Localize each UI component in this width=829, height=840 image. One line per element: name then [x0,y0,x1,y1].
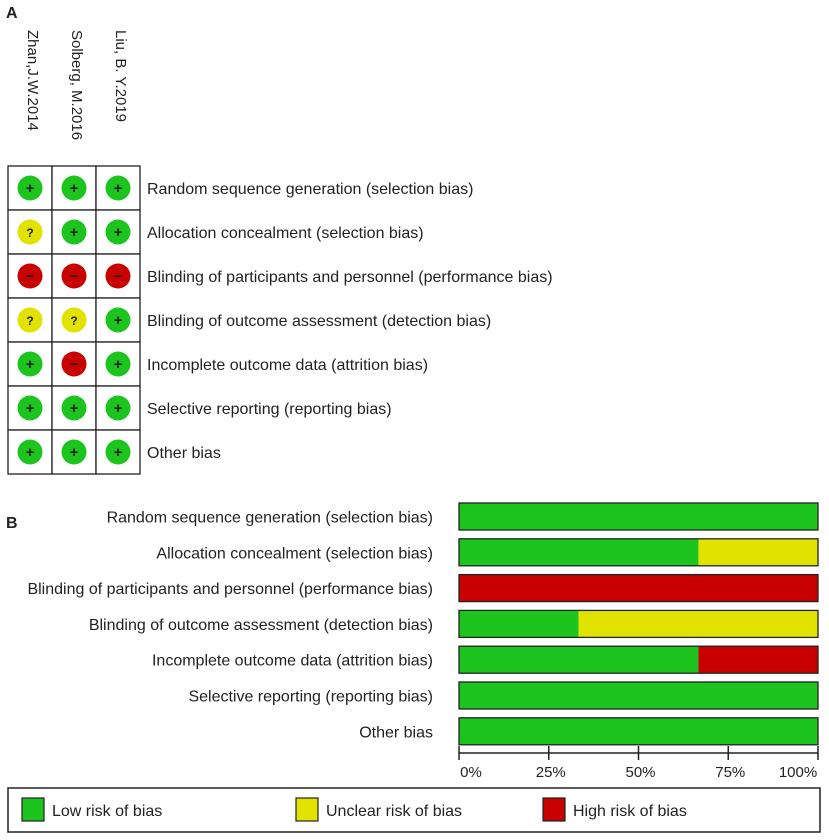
judgement-symbol: + [114,224,123,241]
domain-label: Blinding of outcome assessment (detectio… [147,313,491,330]
judgement-symbol: + [70,400,79,417]
legend-swatch-unclear [295,797,319,822]
domain-label: Selective reporting (reporting bias) [147,401,392,418]
judgement-symbol: + [26,444,35,461]
bar-segment-high [698,646,818,674]
panel-b-label: B [6,515,18,532]
category-label: Other bias [359,724,433,741]
judgement-symbol: ? [26,226,33,240]
legend-label: Unclear risk of bias [326,803,462,820]
judgement-symbol: + [26,180,35,197]
x-tick-label: 50% [625,764,655,781]
judgement-symbol: + [114,444,123,461]
judgement-high-icon [61,351,87,377]
legend: Low risk of bias Unclear risk of bias High… [7,787,821,833]
domain-label: Random sequence generation (selection bi… [147,181,473,198]
x-tick-label: 75% [715,764,745,781]
bar-outline [458,538,819,567]
judgement-low-icon [17,395,43,421]
judgement-symbol: + [70,180,79,197]
x-tick-label: 100% [779,764,817,781]
bar-outline [458,502,819,531]
domain-label: Allocation concealment (selection bias) [147,225,424,242]
domain-label: Other bias [147,445,221,462]
category-label: Allocation concealment (selection bias) [156,545,433,562]
x-tick-label: 0% [460,764,482,781]
judgement-symbol: + [114,180,123,197]
judgement-low-icon [105,439,131,465]
bar-segment-low [459,503,818,530]
grid-cell [95,341,141,387]
judgement-symbol: − [70,268,79,285]
judgement-symbol: ? [26,314,33,328]
bar-outline [458,717,819,746]
risk-of-bias-summary-grid: Zhan,J.W.2014 Solberg, M.2016 Liu, B. Y.20… [7,30,553,475]
judgement-unclear-icon [17,219,43,245]
bar-segment-high [459,574,818,602]
judgement-low-icon [105,175,131,201]
judgement-symbol: + [114,400,123,417]
x-tick-label: 25% [536,764,566,781]
bar-segment-low [459,717,818,745]
category-label: Blinding of outcome assessment (detectio… [89,617,433,634]
legend-label: Low risk of bias [52,803,162,820]
judgement-symbol: ? [70,314,77,328]
bar-outline [458,681,819,710]
bar-segment-low [459,610,579,638]
judgement-unclear-icon [61,307,87,333]
judgement-symbol: + [114,356,123,373]
category-label: Random sequence generation (selection bi… [107,510,433,527]
judgement-symbol: + [70,444,79,461]
risk-of-bias-graph: Random sequence generation (selection bi… [27,502,819,781]
judgement-low-icon [17,351,43,377]
bar-segment-unclear [698,538,818,566]
category-label: Blinding of participants and personnel (… [27,581,433,598]
judgement-symbol: + [114,312,123,329]
bar-outline [458,573,819,603]
bar-segment-low [459,682,818,709]
bar-segment-unclear [578,610,818,638]
bar-outline [458,609,819,639]
judgement-low-icon [61,439,87,465]
judgement-high-icon [105,263,131,289]
judgement-symbol: + [70,224,79,241]
judgement-low-icon [105,395,131,421]
judgement-low-icon [61,175,87,201]
judgement-low-icon [61,395,87,421]
judgement-low-icon [17,175,43,201]
judgement-unclear-icon [17,307,43,333]
bar-segment-low [459,646,699,674]
study-label: Liu, B. Y.2019 [112,30,129,122]
judgement-low-icon [17,439,43,465]
legend-swatch-high [542,797,566,822]
judgement-low-icon [105,351,131,377]
legend-label: High risk of bias [573,803,687,820]
judgement-high-icon [61,263,87,289]
legend-swatch-low [21,797,45,822]
category-label: Incomplete outcome data (attrition bias) [152,653,433,670]
judgement-symbol: + [26,400,35,417]
judgement-symbol: − [26,268,35,285]
judgement-low-icon [105,219,131,245]
judgement-high-icon [17,263,43,289]
bar-segment-low [459,538,699,566]
panel-a-label: A [6,5,18,22]
legend-box [7,787,821,833]
judgement-symbol: + [26,356,35,373]
bar-outline [458,645,819,674]
category-label: Selective reporting (reporting bias) [188,689,433,706]
study-label: Solberg, M.2016 [68,30,85,140]
domain-label: Incomplete outcome data (attrition bias) [147,357,428,374]
domain-label: Blinding of participants and personnel (… [147,269,553,286]
judgement-symbol: − [70,356,79,373]
study-label: Zhan,J.W.2014 [24,30,41,131]
judgement-low-icon [105,307,131,333]
judgement-symbol: − [114,268,123,285]
judgement-low-icon [61,219,87,245]
